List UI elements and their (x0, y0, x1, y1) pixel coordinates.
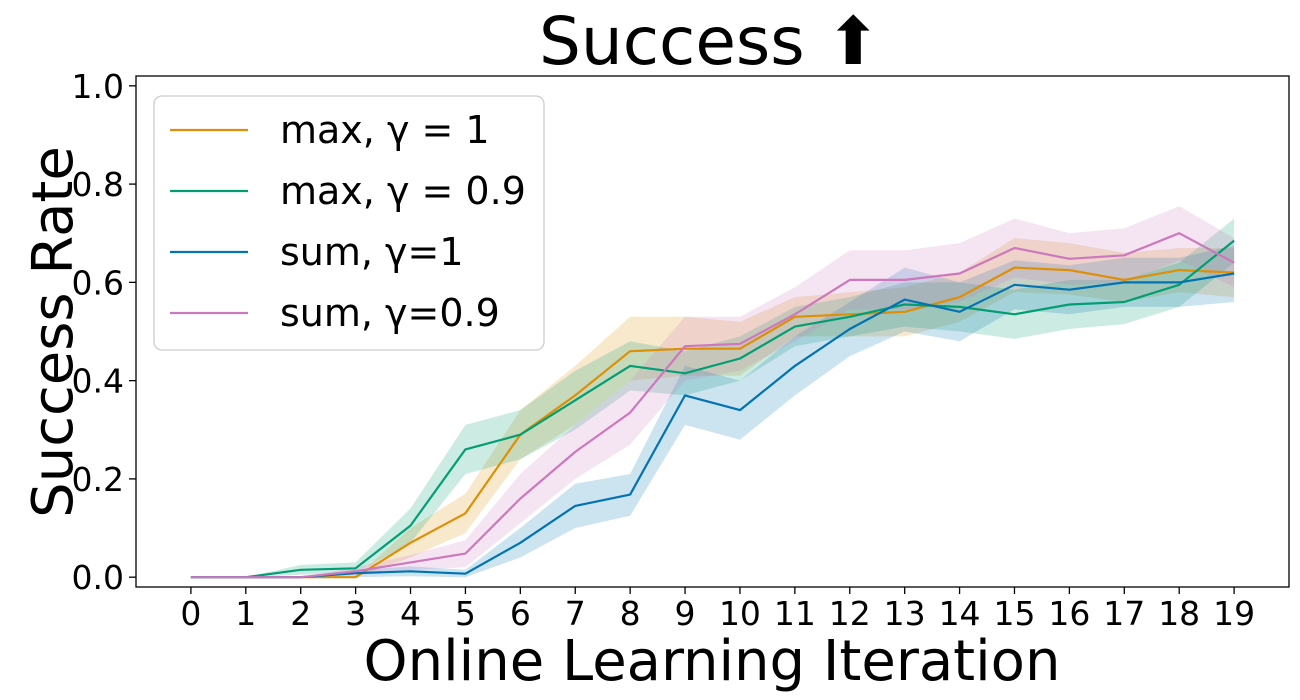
series-line-1 (190, 239, 1235, 579)
chart-title: Success ⬆ (539, 3, 881, 80)
x-tick-label: 0 (180, 594, 201, 633)
legend-label-1: max, γ = 0.9 (280, 169, 526, 213)
x-tick-label: 2 (290, 594, 311, 633)
x-tick-label: 13 (884, 594, 926, 633)
x-tick-label: 7 (565, 594, 586, 633)
legend-label-3: sum, γ=0.9 (280, 291, 500, 335)
x-tick-label: 4 (400, 594, 421, 633)
confidence-band-3 (190, 206, 1235, 578)
x-tick-label: 17 (1103, 594, 1145, 633)
y-tick-label: 0.2 (72, 460, 124, 499)
x-tick-label: 11 (774, 594, 816, 633)
x-tick-label: 8 (620, 594, 641, 633)
y-tick-label: 1.0 (72, 67, 124, 106)
y-tick-label: 0.0 (72, 558, 124, 597)
x-tick-label: 19 (1213, 594, 1255, 633)
plot-frame (135, 75, 1290, 588)
x-tick-label: 15 (993, 594, 1035, 633)
x-tick-label: 16 (1048, 594, 1090, 633)
legend-label-0: max, γ = 1 (280, 108, 490, 152)
legend-box (153, 95, 545, 351)
x-tick-label: 9 (675, 594, 696, 633)
y-tick-label: 0.4 (72, 362, 124, 401)
y-tick-label: 0.6 (72, 263, 124, 302)
x-tick-label: 6 (510, 594, 531, 633)
confidence-band-0 (190, 238, 1235, 578)
series-line-3 (190, 232, 1235, 579)
x-tick-label: 3 (345, 594, 366, 633)
series-lines (190, 232, 1235, 579)
x-axis-title: Online Learning Iteration (364, 629, 1061, 694)
x-tick-label: 10 (719, 594, 761, 633)
series-line-0 (190, 266, 1235, 579)
x-tick-label: 14 (939, 594, 981, 633)
y-axis-ticks: 0.0 0.2 0.4 0.6 0.8 1.0 (72, 67, 136, 597)
confidence-band-2 (190, 245, 1235, 578)
x-axis-ticks: 0 1 2 3 4 5 6 7 8 9 10 11 12 13 14 15 16 17 18 19 (180, 587, 1255, 633)
x-tick-label: 12 (829, 594, 871, 633)
x-tick-label: 5 (455, 594, 476, 633)
series-line-2 (190, 272, 1235, 579)
x-tick-label: 1 (235, 594, 256, 633)
legend-label-2: sum, γ=1 (280, 230, 464, 274)
legend: max, γ = 1 max, γ = 0.9 sum, γ=1 sum, γ=0.9 (153, 95, 545, 351)
x-tick-label: 18 (1158, 594, 1200, 633)
y-axis-title: Success Rate (21, 146, 86, 518)
y-tick-label: 0.8 (72, 165, 124, 204)
